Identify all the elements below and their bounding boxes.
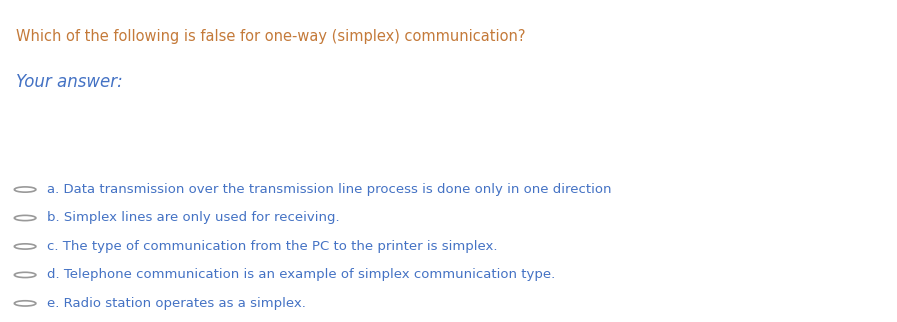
Text: c. The type of communication from the PC to the printer is simplex.: c. The type of communication from the PC… bbox=[47, 240, 497, 253]
Text: a. Data transmission over the transmission line process is done only in one dire: a. Data transmission over the transmissi… bbox=[47, 183, 611, 196]
Text: e. Radio station operates as a simplex.: e. Radio station operates as a simplex. bbox=[47, 297, 306, 310]
Text: Your answer:: Your answer: bbox=[16, 73, 123, 91]
Text: Which of the following is false for one-way (simplex) communication?: Which of the following is false for one-… bbox=[16, 29, 526, 44]
Text: b. Simplex lines are only used for receiving.: b. Simplex lines are only used for recei… bbox=[47, 212, 339, 224]
Text: d. Telephone communication is an example of simplex communication type.: d. Telephone communication is an example… bbox=[47, 269, 555, 281]
